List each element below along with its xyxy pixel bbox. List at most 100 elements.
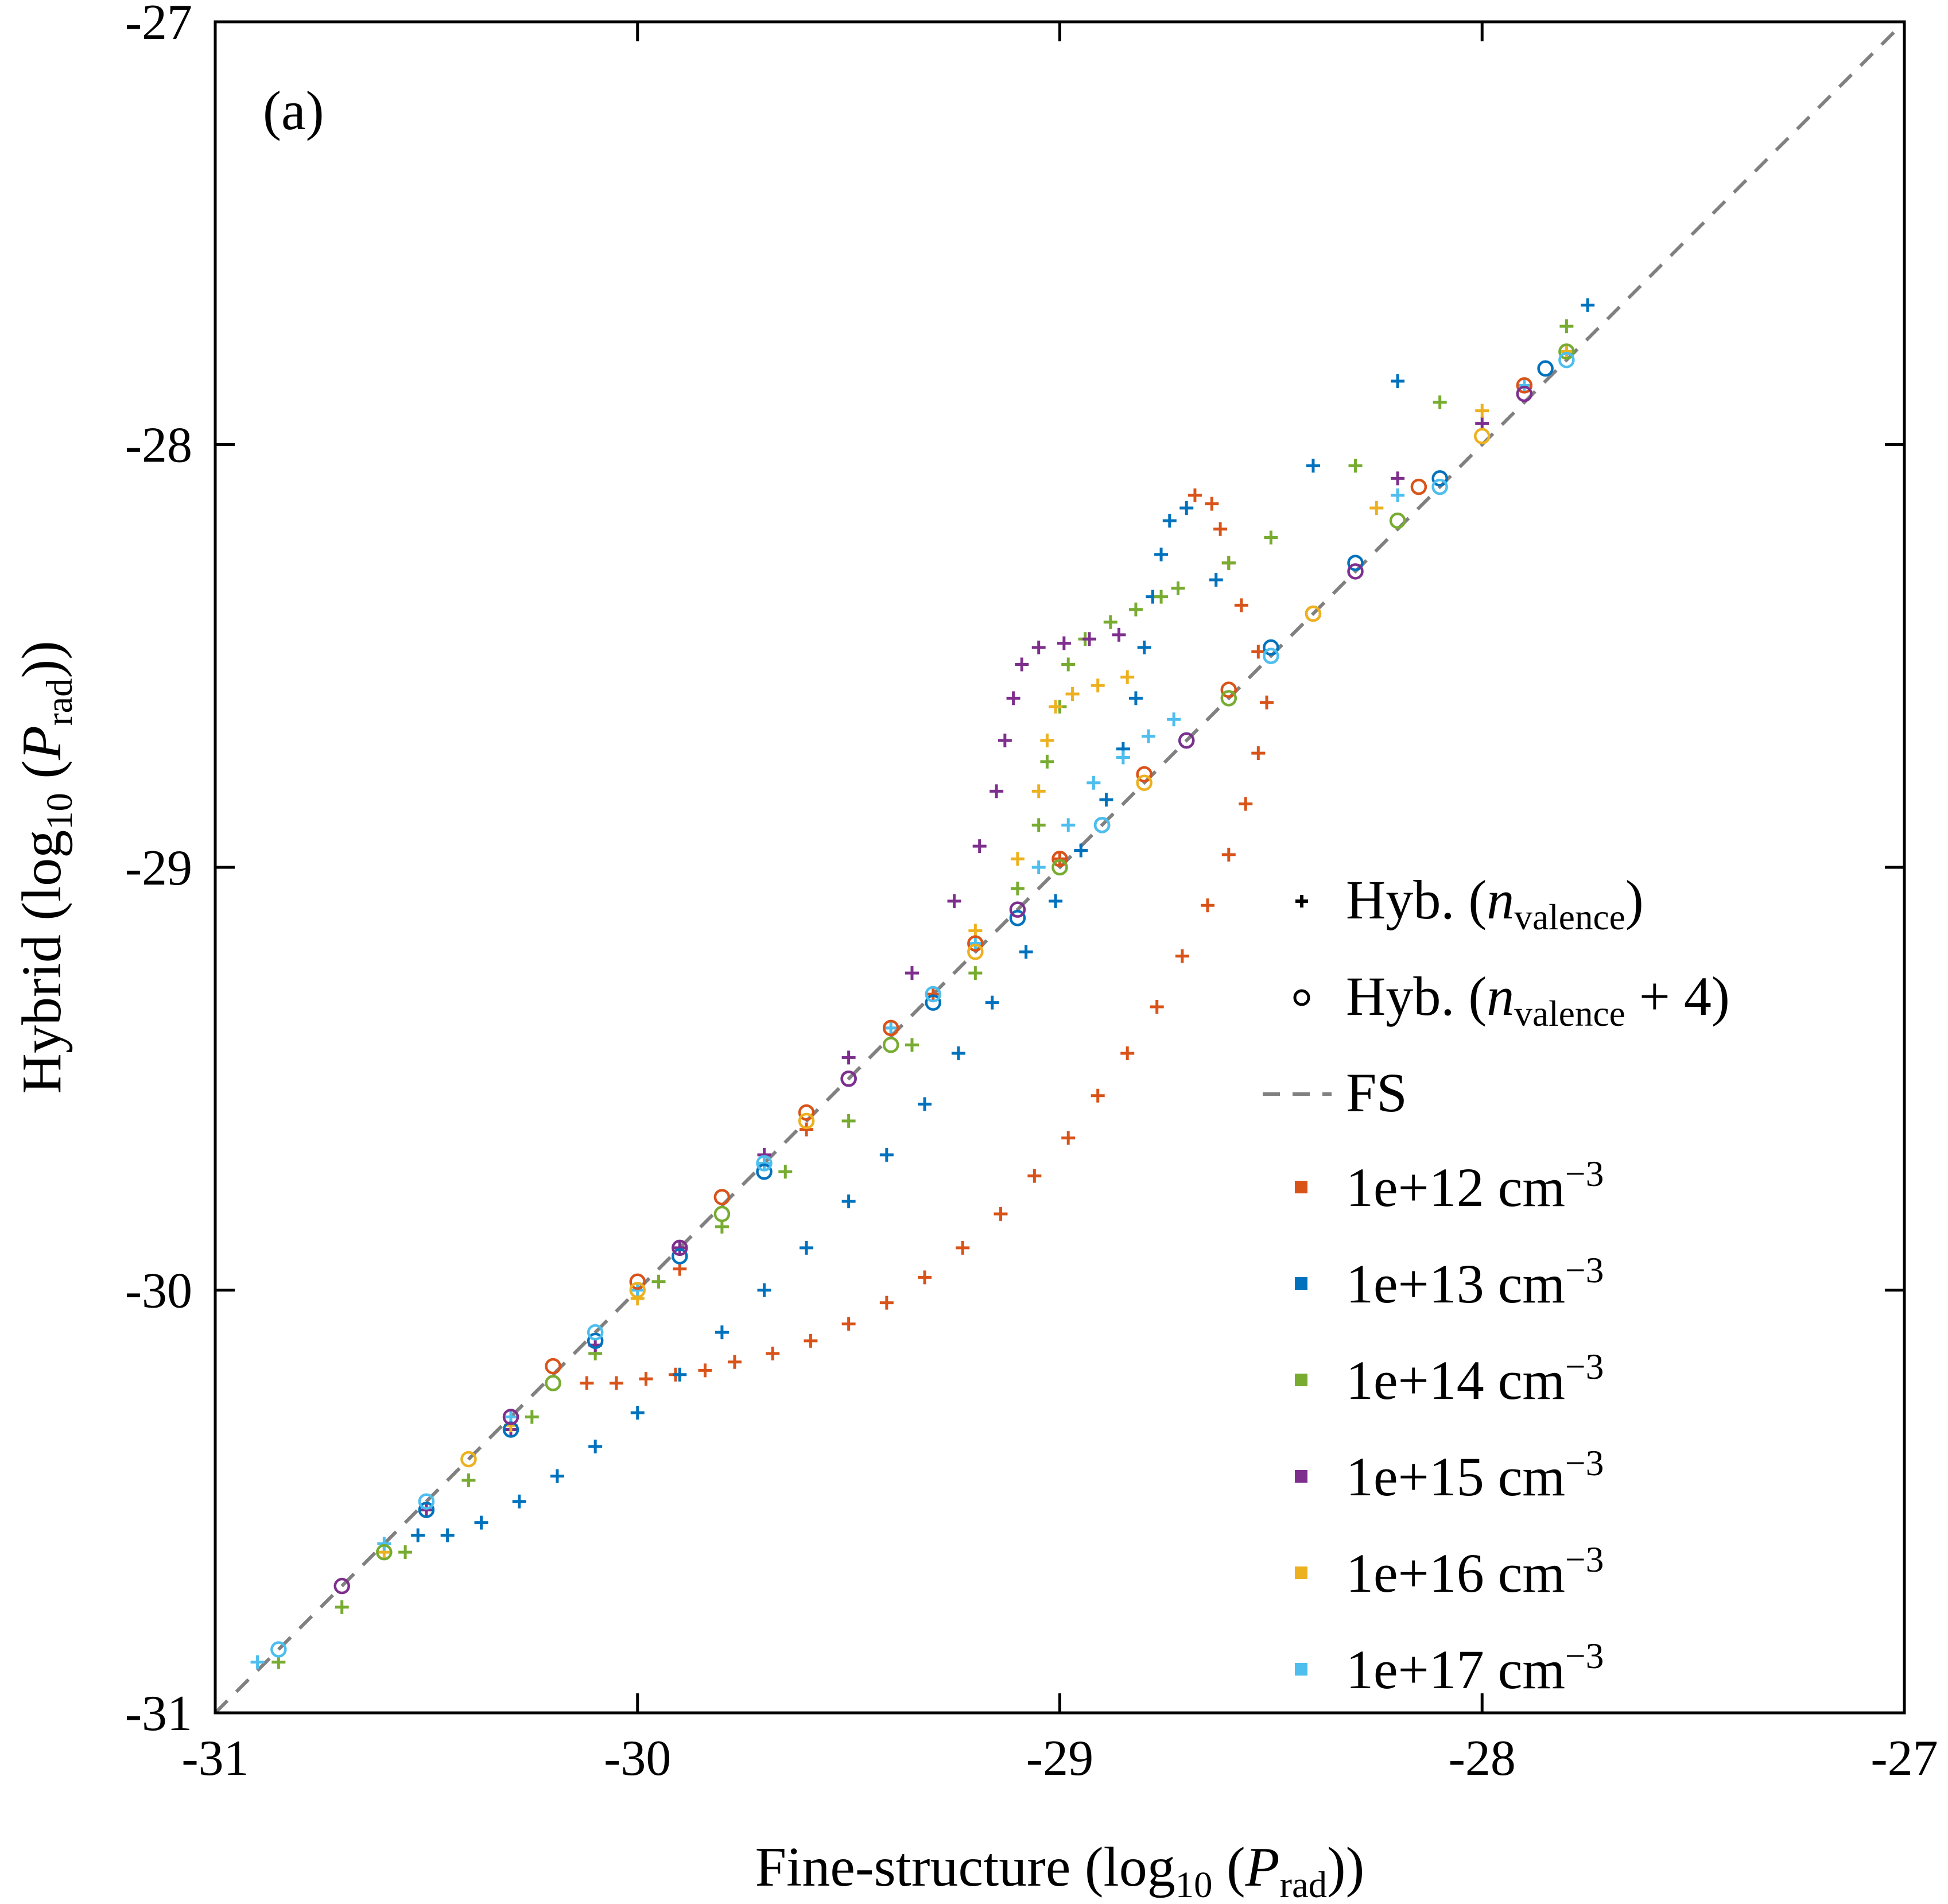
plus-marker xyxy=(879,1147,894,1162)
x-tick-label: -29 xyxy=(1026,1731,1093,1786)
legend-density-label: 1e+16 cm−3 xyxy=(1346,1540,1604,1604)
plus-marker xyxy=(1031,784,1046,798)
circle-marker xyxy=(545,1358,561,1375)
legend-color-swatch xyxy=(1295,1181,1307,1193)
fs-reference-line xyxy=(214,20,1906,1715)
plus-marker xyxy=(884,1021,898,1035)
plus-marker xyxy=(580,1376,594,1390)
plus-marker xyxy=(1120,1046,1135,1061)
legend: Hyb. (nvalence) Hyb. (nvalence + 4) FS 1e+1… xyxy=(1263,869,1730,1700)
plus-marker xyxy=(757,1283,771,1297)
plus-marker xyxy=(766,1346,780,1360)
plus-marker xyxy=(1348,459,1363,473)
plus-marker xyxy=(1369,501,1384,515)
legend-color-swatch xyxy=(1295,1663,1307,1676)
plus-marker xyxy=(1475,404,1489,418)
plus-marker xyxy=(1031,860,1046,874)
plus-marker xyxy=(1559,344,1574,359)
series-circle-1e-16-cm xyxy=(460,428,1491,1468)
legend-density-label: 1e+12 cm−3 xyxy=(1346,1154,1604,1218)
legend-marker-label: Hyb. (nvalence + 4) xyxy=(1346,965,1730,1034)
circle-marker xyxy=(1516,385,1533,402)
circle-marker xyxy=(672,1239,688,1257)
circle-marker xyxy=(1558,343,1575,360)
plus-marker xyxy=(1103,615,1117,629)
circle-marker xyxy=(1093,817,1111,833)
plus-marker xyxy=(1031,641,1046,655)
circle-marker xyxy=(1389,512,1406,529)
circle-marker xyxy=(713,1205,731,1223)
plus-marker xyxy=(841,1317,856,1331)
plus-marker xyxy=(630,1406,645,1420)
circle-marker xyxy=(1009,910,1026,926)
plus-marker xyxy=(1260,695,1274,709)
plus-marker xyxy=(1201,898,1215,913)
plus-marker xyxy=(1171,581,1185,595)
y-tick-label: -27 xyxy=(125,0,192,51)
x-tick-label: -28 xyxy=(1449,1731,1516,1786)
plus-marker xyxy=(1154,590,1169,604)
circle-marker xyxy=(1431,478,1448,495)
plot-area xyxy=(214,20,1906,1715)
plus-marker xyxy=(905,966,919,980)
circle-marker xyxy=(925,994,942,1011)
plus-marker xyxy=(1251,645,1266,659)
plus-marker xyxy=(757,1156,771,1170)
plus-marker xyxy=(673,1240,687,1255)
plus-marker xyxy=(956,1240,970,1255)
series-plus-1e-14-cm xyxy=(271,319,1574,1669)
plus-marker xyxy=(1264,530,1278,545)
plus-marker xyxy=(1137,641,1151,655)
plus-marker xyxy=(1061,1131,1076,1145)
plus-marker xyxy=(550,1469,564,1483)
circle-marker xyxy=(672,1248,688,1265)
circle-marker xyxy=(1558,351,1575,369)
circle-marker xyxy=(1263,647,1279,664)
series-circle-1e-15-cm xyxy=(333,385,1533,1595)
circle-marker xyxy=(1347,563,1364,580)
plus-marker xyxy=(1082,632,1096,646)
plus-marker xyxy=(918,1097,932,1111)
plus-marker xyxy=(1559,319,1574,334)
plus-marker xyxy=(1027,1169,1042,1183)
legend-density-label: 1e+15 cm−3 xyxy=(1346,1443,1604,1507)
legend-density-label: 1e+14 cm−3 xyxy=(1346,1347,1604,1411)
plus-marker xyxy=(1010,852,1025,866)
plus-marker xyxy=(947,894,961,908)
plus-marker xyxy=(1057,636,1071,650)
series-circle-1e-14-cm xyxy=(376,343,1575,1561)
plus-marker xyxy=(715,1325,729,1340)
circle-marker xyxy=(460,1451,477,1468)
plus-marker xyxy=(1581,298,1595,312)
circle-marker xyxy=(967,944,984,960)
plus-marker xyxy=(841,1050,856,1065)
circle-marker xyxy=(1136,766,1152,783)
plus-marker xyxy=(1251,746,1266,761)
plus-marker xyxy=(727,1355,742,1369)
y-axis-label: Hybrid (log10 (Prad)) xyxy=(11,641,80,1094)
circle-marker xyxy=(1263,639,1279,656)
plus-marker xyxy=(1074,843,1088,858)
circle-marker xyxy=(1009,901,1026,918)
plus-marker xyxy=(461,1473,476,1487)
x-axis-label: Fine-structure (log10 (Prad)) xyxy=(755,1836,1365,1904)
plus-marker xyxy=(804,1333,818,1348)
legend-fs-label: FS xyxy=(1346,1062,1407,1123)
circle-marker xyxy=(1178,732,1195,749)
circle-marker xyxy=(882,1037,899,1053)
circle-marker xyxy=(1220,690,1237,707)
plus-marker xyxy=(1006,691,1020,705)
plus-marker xyxy=(1031,818,1046,832)
legend-color-swatch xyxy=(1295,1470,1307,1483)
series-plus-1e-13-cm xyxy=(411,298,1595,1542)
plus-marker xyxy=(440,1528,455,1542)
plus-marker xyxy=(1019,945,1033,959)
circle-marker xyxy=(270,1641,287,1658)
plus-marker xyxy=(1391,374,1405,389)
plus-marker xyxy=(1517,378,1531,393)
series-circle-1e-12-cm xyxy=(545,377,1533,1375)
plus-marker xyxy=(250,1655,265,1669)
circle-marker xyxy=(1051,851,1068,867)
circle-marker xyxy=(587,1332,604,1350)
